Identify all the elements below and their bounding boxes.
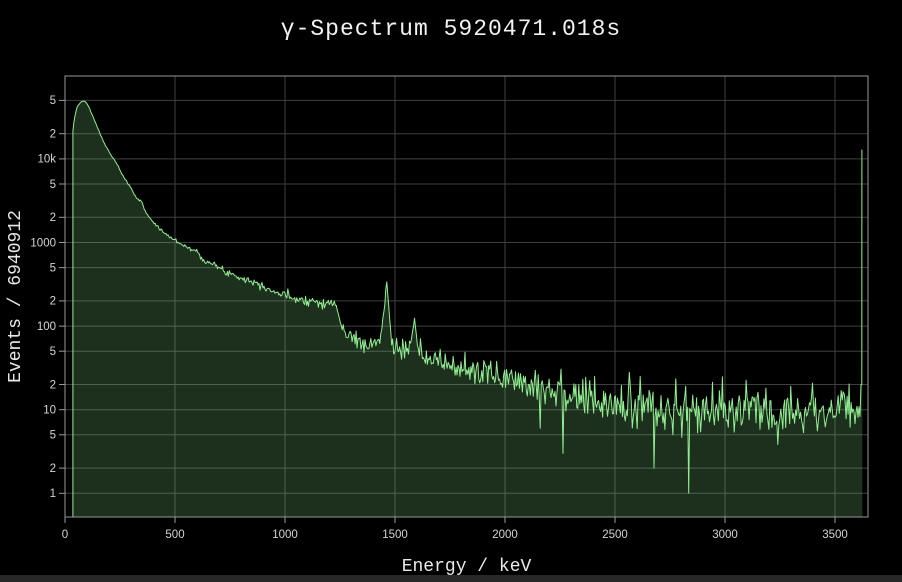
y-tick-label: 2 [50, 296, 56, 308]
y-tick-label: 2 [50, 212, 56, 224]
x-tick-label: 3000 [712, 529, 738, 541]
x-tick-label: 1000 [272, 529, 298, 541]
y-tick-label: 5 [50, 262, 56, 274]
spectrum-trace [72, 100, 863, 517]
x-tick-label: 2500 [602, 529, 628, 541]
y-tick-label: 1 [50, 488, 56, 500]
y-tick-label: 5 [50, 346, 56, 358]
y-tick-label: 10 [43, 405, 56, 417]
y-tick-label: 5 [50, 430, 56, 442]
axis-layer: 1 2 5 10 2 5 100 2 5 1000 2 5 10k 2 5 0 500 1000 1500 2000 2… [30, 75, 869, 541]
horizontal-scrollbar[interactable] [0, 575, 902, 582]
y-tick-label: 2 [50, 463, 56, 475]
y-tick-label: 2 [50, 129, 56, 141]
spectrum-area-fill [72, 101, 863, 517]
x-tick-label: 3500 [822, 529, 848, 541]
x-axis-title: Energy / keV [402, 557, 532, 575]
y-axis-title: Events / 6940912 [6, 210, 26, 383]
y-tick-label: 2 [50, 379, 56, 391]
y-tick-label: 10k [37, 154, 56, 166]
y-tick-label: 1000 [30, 237, 56, 249]
y-tick-label: 5 [50, 179, 56, 191]
plot-border [64, 75, 869, 518]
x-tick-label: 2000 [492, 529, 518, 541]
y-tick-label: 100 [37, 321, 56, 333]
x-tick-label: 0 [62, 529, 68, 541]
label-layer: Energy / keV Events / 6940912 [6, 210, 532, 575]
x-tick-label: 1500 [382, 529, 408, 541]
grid-layer [64, 76, 868, 517]
chart-title: γ-Spectrum 5920471.018s [280, 16, 622, 42]
y-tick-label: 5 [50, 95, 56, 107]
x-tick-label: 500 [165, 529, 184, 541]
spectrum-line [72, 100, 863, 517]
